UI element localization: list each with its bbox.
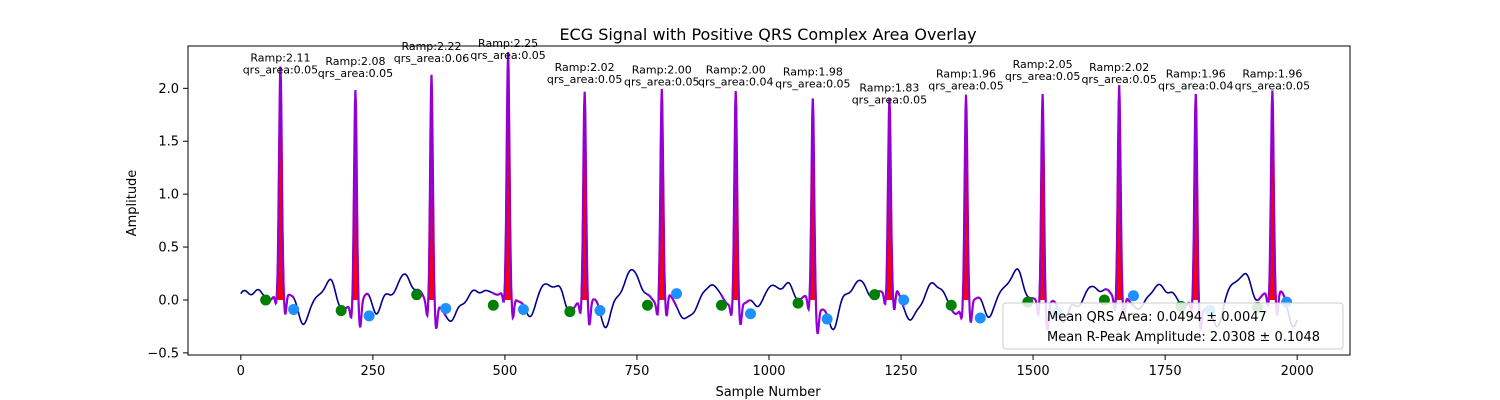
x-tick-label: 500 — [492, 364, 517, 379]
r-peak-amplitude-label: Ramp:2.11 — [250, 52, 310, 65]
legend-entry: Mean R-Peak Amplitude: 2.0308 ± 0.1048 — [1047, 330, 1320, 345]
qrs-onset-marker — [715, 299, 727, 311]
qrs-complex-line — [646, 88, 678, 317]
r-peak-amplitude-label: Ramp:2.08 — [325, 55, 385, 68]
x-tick-label: 250 — [360, 364, 385, 379]
qrs-area-label: qrs_area:0.05 — [624, 75, 699, 88]
qrs-onset-marker — [564, 306, 576, 318]
plot-area: Ramp:2.11qrs_area:0.05Ramp:2.08qrs_area:… — [240, 37, 1310, 335]
r-peak-amplitude-label: Ramp:1.96 — [1166, 68, 1226, 81]
qrs-offset-marker — [594, 305, 606, 317]
qrs-offset-marker — [363, 310, 375, 322]
qrs-complex-line — [1103, 85, 1135, 319]
qrs-area-label: qrs_area:0.05 — [470, 49, 545, 62]
x-tick-label: 0 — [237, 364, 245, 379]
qrs-offset-marker — [517, 303, 529, 315]
qrs-complex-line — [873, 98, 905, 311]
legend: Mean QRS Area: 0.0494 ± 0.0047 Mean R-Pea… — [1002, 302, 1344, 350]
legend-box — [1002, 302, 1344, 350]
r-peak-amplitude-label: Ramp:1.98 — [783, 65, 843, 78]
y-tick-label: 0.0 — [158, 293, 179, 308]
y-tick-label: 1.5 — [158, 135, 179, 150]
r-peak-amplitude-label: Ramp:2.00 — [632, 63, 692, 76]
qrs-area-label: qrs_area:0.04 — [1158, 80, 1233, 93]
qrs-offset-marker — [821, 313, 833, 325]
qrs-complex-line — [1026, 93, 1058, 331]
r-peak-amplitude-label: Ramp:2.02 — [1089, 61, 1149, 74]
qrs-offset-marker — [671, 288, 683, 300]
qrs-onset-marker — [945, 299, 957, 311]
qrs-offset-marker — [288, 303, 300, 315]
qrs-offset-marker — [1127, 290, 1139, 302]
qrs-area-label: qrs_area:0.05 — [318, 67, 393, 80]
r-peak-amplitude-label: Ramp:2.25 — [478, 37, 538, 50]
y-tick-label: 2.0 — [158, 82, 179, 97]
r-peak-amplitude-label: Ramp:2.02 — [555, 61, 615, 74]
x-tick-label: 1250 — [884, 364, 917, 379]
r-peak-amplitude-label: Ramp:1.96 — [1242, 68, 1302, 81]
x-axis-label: Sample Number — [715, 385, 821, 400]
legend-entry: Mean QRS Area: 0.0494 ± 0.0047 — [1047, 310, 1267, 325]
qrs-complex-line — [797, 98, 829, 335]
qrs-area-label: qrs_area:0.06 — [394, 52, 469, 65]
y-tick-label: 0.5 — [158, 241, 179, 256]
r-peak-amplitude-label: Ramp:1.83 — [859, 81, 919, 94]
qrs-area-label: qrs_area:0.04 — [698, 75, 773, 88]
qrs-onset-marker — [335, 305, 347, 317]
qrs-onset-marker — [487, 299, 499, 311]
x-tick-label: 2000 — [1281, 364, 1314, 379]
qrs-area-label: qrs_area:0.05 — [928, 80, 1003, 93]
qrs-area-label: qrs_area:0.05 — [775, 77, 850, 90]
qrs-area-label: qrs_area:0.05 — [1235, 80, 1310, 93]
qrs-onset-marker — [869, 289, 881, 301]
qrs-offset-marker — [898, 294, 910, 306]
qrs-onset-marker — [260, 294, 272, 306]
axes: 0 250 500 750 1000 1250 1500 1750 2000 −0.5 0.0 0.5… — [147, 45, 1351, 379]
y-tick-label: 1.0 — [158, 188, 179, 203]
r-peak-amplitude-label: Ramp:2.05 — [1013, 58, 1073, 71]
qrs-onset-marker — [411, 289, 423, 301]
qrs-complex-line — [950, 94, 982, 323]
qrs-offset-marker — [974, 312, 986, 324]
qrs-onset-marker — [792, 297, 804, 309]
qrs-onset-marker — [642, 299, 654, 311]
qrs-area-label: qrs_area:0.05 — [547, 73, 622, 86]
x-tick-label: 1500 — [1017, 364, 1050, 379]
x-tick-label: 1000 — [752, 364, 785, 379]
y-axis-label: Amplitude — [125, 170, 140, 237]
y-tick-label: −0.5 — [147, 346, 179, 361]
qrs-complex-line — [569, 91, 602, 326]
qrs-complex-line — [1257, 90, 1288, 316]
r-peak-amplitude-label: Ramp:1.96 — [936, 68, 996, 81]
qrs-complex-line — [492, 52, 525, 321]
chart-title: ECG Signal with Positive QRS Complex Are… — [559, 25, 976, 44]
x-tick-label: 750 — [625, 364, 650, 379]
r-peak-amplitude-label: Ramp:2.22 — [401, 40, 461, 53]
qrs-area-label: qrs_area:0.05 — [243, 64, 318, 77]
x-tick-label: 1750 — [1149, 364, 1182, 379]
qrs-area-label: qrs_area:0.05 — [852, 93, 927, 106]
qrs-offset-marker — [440, 302, 452, 314]
qrs-area-label: qrs_area:0.05 — [1005, 70, 1080, 83]
qrs-area-label: qrs_area:0.05 — [1081, 73, 1156, 86]
r-peak-amplitude-label: Ramp:2.00 — [706, 63, 766, 76]
qrs-offset-marker — [745, 308, 757, 320]
